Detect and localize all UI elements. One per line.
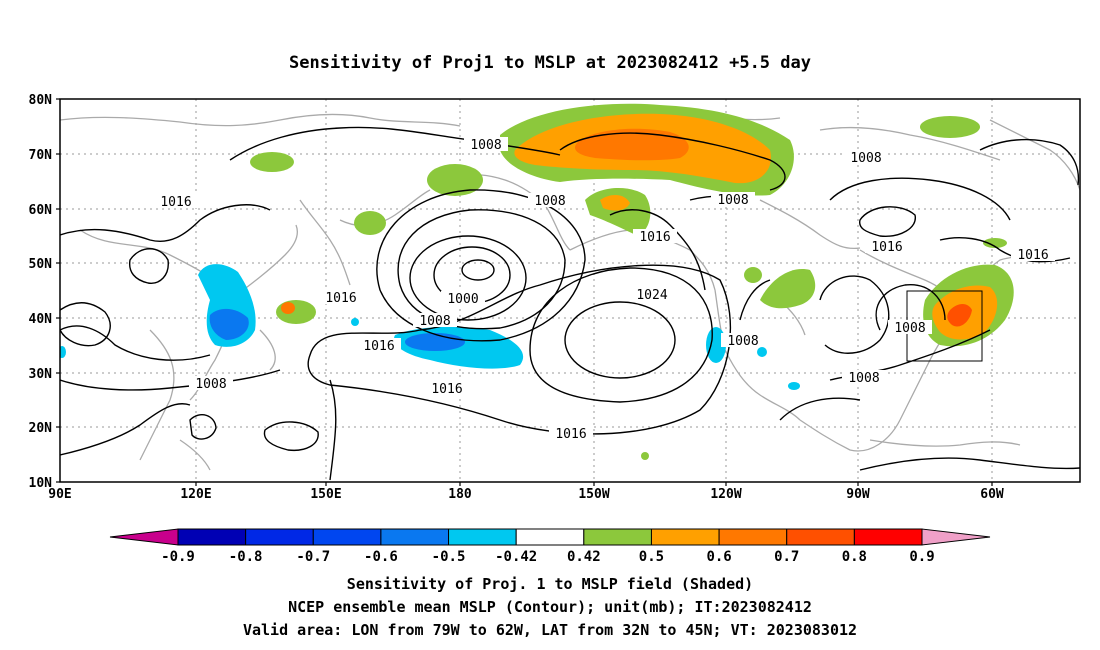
positive-sensitivity-patch [641, 452, 649, 460]
lat-label: 60N [29, 203, 53, 218]
contour-label: 1016 [871, 240, 902, 255]
caption-line: Valid area: LON from 79W to 62W, LAT fro… [243, 621, 857, 639]
positive-sensitivity-patch [983, 238, 1007, 248]
colorbar [109, 528, 991, 546]
contour-label: 1016 [363, 339, 394, 354]
lon-label: 150E [310, 487, 341, 502]
contour-label: 1008 [470, 138, 501, 153]
colorbar-swatch [448, 528, 517, 546]
positive-sensitivity-arctic-max [575, 128, 689, 161]
contour-label: 1000 [447, 292, 478, 307]
lat-label: 10N [29, 476, 53, 491]
colorbar-swatch [515, 528, 585, 546]
positive-sensitivity-patch [760, 269, 816, 309]
negative-sensitivity-patch [209, 308, 249, 340]
lat-label: 40N [29, 312, 53, 327]
colorbar-swatch [380, 528, 450, 546]
longitude-labels: 90E 120E 150E 180 150W 120W 90W 60W [48, 487, 1004, 502]
positive-sensitivity-patch [250, 152, 294, 172]
colorbar-label: 0.8 [842, 549, 867, 565]
positive-sensitivity-patch [600, 194, 630, 211]
negative-sensitivity-patch [788, 382, 800, 390]
negative-sensitivity-patch [405, 333, 465, 351]
contour-label: 1008 [534, 194, 565, 209]
colorbar-label: -0.6 [364, 549, 398, 565]
lon-label: 150W [578, 487, 609, 502]
lat-label: 30N [29, 367, 53, 382]
lon-label: 120E [180, 487, 211, 502]
mslp-contours [60, 126, 1080, 481]
colorbar-label: -0.5 [432, 549, 466, 565]
positive-sensitivity-patch [276, 300, 316, 324]
colorbar-label: -0.7 [296, 549, 330, 565]
positive-sensitivity-patch [354, 211, 386, 235]
contour-label: 1016 [160, 195, 191, 210]
contour-label: 1008 [195, 377, 226, 392]
contour-label: 1008 [850, 151, 881, 166]
colorbar-labels: -0.9 -0.8 -0.7 -0.6 -0.5 -0.42 0.42 0.5 0.6 0.7 0.… [161, 549, 935, 565]
lat-label: 80N [29, 93, 53, 108]
colorbar-label: 0.5 [639, 549, 664, 565]
positive-sensitivity-patch [281, 302, 295, 314]
contour-label: 1024 [636, 288, 667, 303]
negative-sensitivity-patch [757, 347, 767, 357]
colorbar-label: 0.6 [706, 549, 731, 565]
positive-sensitivity-patch [744, 267, 762, 283]
contour-label: 1008 [848, 371, 879, 386]
colorbar-label: -0.9 [161, 549, 195, 565]
caption-line: NCEP ensemble mean MSLP (Contour); unit(… [288, 598, 812, 616]
positive-sensitivity-patch [427, 164, 483, 196]
colorbar-label: 0.9 [909, 549, 934, 565]
lon-label: 90E [48, 487, 71, 502]
sensitivity-shading [60, 103, 1014, 460]
colorbar-swatch [312, 528, 382, 546]
negative-sensitivity-patch [60, 346, 66, 358]
lat-label: 70N [29, 148, 53, 163]
colorbar-label: -0.42 [495, 549, 537, 565]
captions: Sensitivity of Proj. 1 to MSLP field (Sh… [243, 575, 857, 639]
contour-label: 1016 [639, 230, 670, 245]
contour-label: 1008 [894, 321, 925, 336]
lon-label: 60W [980, 487, 1004, 502]
colorbar-swatch [177, 528, 247, 546]
contour-label: 1008 [727, 334, 758, 349]
positive-sensitivity-patch [920, 116, 980, 138]
colorbar-label: 0.42 [567, 549, 601, 565]
lon-label: 90W [846, 487, 870, 502]
colorbar-swatch [786, 528, 855, 546]
colorbar-swatch [718, 528, 788, 546]
colorbar-swatch [583, 528, 652, 546]
contour-label: 1016 [325, 291, 356, 306]
axis-ticks [56, 98, 993, 486]
colorbar-swatch [109, 528, 179, 546]
colorbar-swatch [650, 528, 720, 546]
negative-sensitivity-patch [351, 318, 359, 326]
contour-label: 1008 [717, 193, 748, 208]
colorbar-label: -0.8 [229, 549, 263, 565]
lat-label: 50N [29, 257, 53, 272]
lon-label: 120W [710, 487, 741, 502]
colorbar-swatch [853, 528, 923, 546]
contour-labels: 1008 1008 1008 1008 1016 1016 1016 1016 … [154, 137, 1055, 442]
map-plot-area: 1008 1008 1008 1008 1016 1016 1016 1016 … [60, 99, 1080, 482]
contour-label: 1008 [419, 314, 450, 329]
contour-label: 1016 [431, 382, 462, 397]
figure-title: Sensitivity of Proj1 to MSLP at 20230824… [289, 53, 811, 73]
colorbar-swatch [921, 528, 991, 546]
lon-label: 180 [448, 487, 472, 502]
lat-label: 20N [29, 421, 53, 436]
colorbar-label: 0.7 [774, 549, 799, 565]
latitude-labels: 80N 70N 60N 50N 40N 30N 20N 10N [29, 93, 53, 491]
positive-sensitivity-target-max [947, 304, 972, 327]
plot-frame [59, 98, 1081, 483]
colorbar-swatch [245, 528, 314, 546]
contour-label: 1016 [1017, 248, 1048, 263]
caption-line: Sensitivity of Proj. 1 to MSLP field (Sh… [347, 575, 753, 593]
contour-label: 1016 [555, 427, 586, 442]
